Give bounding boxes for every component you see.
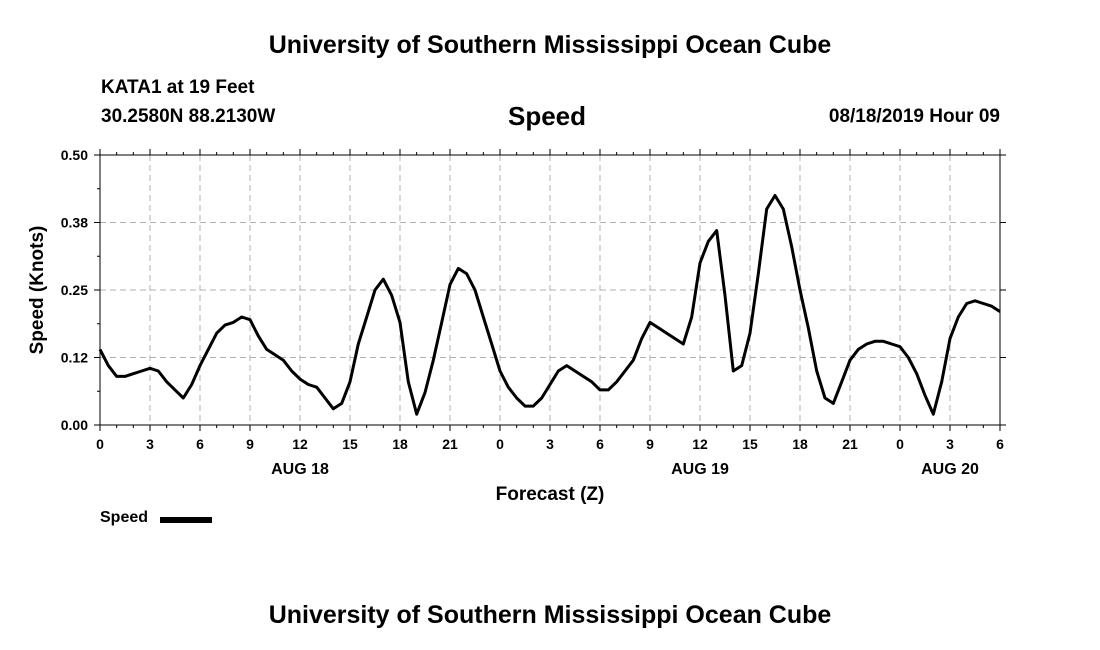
y-tick-label: 0.38 xyxy=(61,215,88,231)
x-tick-label: 18 xyxy=(392,436,408,452)
y-tick-label: 0.50 xyxy=(61,147,88,163)
station-name: KATA1 at 19 Feet xyxy=(101,77,255,98)
top-title: University of Southern Mississippi Ocean… xyxy=(268,31,832,59)
x-tick-label: 12 xyxy=(692,436,708,452)
bottom-title: University of Southern Mississippi Ocean… xyxy=(268,601,832,629)
legend-swatch xyxy=(160,517,212,523)
x-tick-label: 18 xyxy=(792,436,808,452)
plot-frame xyxy=(99,154,1001,426)
date-label: AUG 19 xyxy=(671,461,729,478)
x-tick-label: 3 xyxy=(146,436,154,452)
x-tick-label: 21 xyxy=(442,436,458,452)
y-tick-label: 0.12 xyxy=(61,350,88,366)
x-tick-label: 6 xyxy=(196,436,204,452)
station-coordinates: 30.2580N 88.2130W xyxy=(101,106,276,127)
x-tick-label: 15 xyxy=(742,436,758,452)
x-axis-label: Forecast (Z) xyxy=(496,484,605,505)
x-tick-label: 3 xyxy=(946,436,954,452)
x-tick-label: 0 xyxy=(96,436,104,452)
plot-title: Speed xyxy=(508,101,587,131)
y-tick-label: 0.00 xyxy=(61,417,88,433)
date-label: AUG 18 xyxy=(271,461,329,478)
x-tick-label: 9 xyxy=(246,436,254,452)
x-tick-label: 3 xyxy=(546,436,554,452)
legend-label: Speed xyxy=(100,509,149,526)
x-tick-label: 6 xyxy=(596,436,604,452)
speed-series-line xyxy=(98,194,1001,416)
x-axis: 0 3 6 9 12 15 18 21 0 3 6 9 12 15 18 21 0 3 6 AUG 18 AUG 19 A… xyxy=(96,149,1004,478)
x-tick-label: 9 xyxy=(646,436,654,452)
x-tick-label: 15 xyxy=(342,436,358,452)
grid-lines xyxy=(100,155,1000,425)
x-tick-label: 0 xyxy=(896,436,904,452)
x-tick-label: 21 xyxy=(842,436,858,452)
x-tick-label: 12 xyxy=(292,436,308,452)
date-label: AUG 20 xyxy=(921,461,979,478)
forecast-datetime: 08/18/2019 Hour 09 xyxy=(828,106,1000,127)
y-tick-label: 0.25 xyxy=(61,282,88,298)
y-axis-label: Speed (Knots) xyxy=(27,226,48,355)
x-tick-label: 6 xyxy=(996,436,1004,452)
x-tick-label: 0 xyxy=(496,436,504,452)
y-axis: 0.00 0.12 0.25 0.38 0.50 xyxy=(61,147,1006,433)
